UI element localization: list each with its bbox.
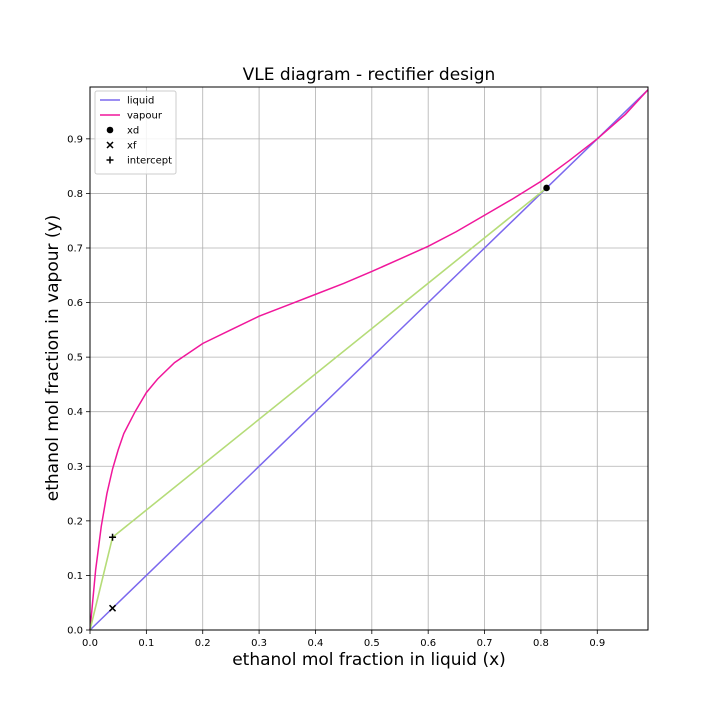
- x-axis-label: ethanol mol fraction in liquid (x): [232, 650, 506, 670]
- x-tick-label: 0.0: [82, 638, 98, 649]
- x-tick-label: 0.9: [589, 638, 605, 649]
- y-tick-label: 0.5: [67, 353, 83, 364]
- legend-label: liquid: [127, 96, 154, 107]
- series-line-liquid: [89, 89, 649, 631]
- x-tick-label: 0.2: [195, 638, 211, 649]
- x-tick-label: 0.4: [308, 638, 324, 649]
- y-tick-label: 0.7: [67, 243, 83, 254]
- legend-marker-swatch: [106, 126, 114, 134]
- point-xf: [109, 604, 117, 612]
- point-intercept: [109, 533, 117, 541]
- legend-marker-swatch-stroke: [106, 141, 114, 149]
- legend-entry-xf: xf: [106, 141, 137, 152]
- x-tick-label: 0.6: [420, 638, 436, 649]
- chart-title: VLE diagram - rectifier design: [243, 65, 496, 85]
- legend-label: intercept: [127, 156, 172, 167]
- legend-entry-liquid: liquid: [100, 96, 154, 107]
- point-xf-stroke: [109, 604, 117, 612]
- y-tick-label: 0.8: [67, 189, 83, 200]
- y-axis-label: ethanol mol fraction in vapour (y): [43, 215, 63, 501]
- point-xd: [543, 184, 550, 192]
- plot-frame: [89, 86, 649, 631]
- grid-lines: [90, 87, 648, 630]
- legend-label: vapour: [127, 111, 163, 122]
- legend-marker-swatch: [106, 156, 114, 164]
- legend-label: xd: [127, 126, 139, 137]
- y-tick-label: 0.3: [67, 462, 83, 473]
- x-tick-label: 0.5: [364, 638, 380, 649]
- legend-entry-intercept: intercept: [106, 156, 172, 167]
- x-tick-label: 0.8: [533, 638, 549, 649]
- legend-box: [94, 90, 177, 175]
- y-tick-label: 0.2: [67, 516, 83, 527]
- series-line-vapour: [89, 89, 649, 631]
- legend-entry-xd: xd: [106, 126, 139, 137]
- x-tick-label: 0.3: [251, 638, 267, 649]
- series-layer: [89, 89, 649, 631]
- legend: liquid vapour xd xf intercept: [94, 90, 177, 175]
- operating-line-1: [89, 537, 114, 631]
- operating-line-2: [112, 187, 548, 538]
- axis-ticks: 0.0 0.1 0.2 0.3 0.4 0.5 0.6 0.7 0.8 0.9 0.0 0.1 0.2 0…: [67, 134, 605, 649]
- y-tick-label: 0.6: [67, 298, 83, 309]
- y-tick-label: 0.4: [67, 407, 83, 418]
- legend-label: xf: [127, 141, 137, 152]
- y-tick-label: 0.9: [67, 134, 83, 145]
- legend-entry-vapour: vapour: [100, 111, 163, 122]
- y-tick-label: 0.0: [67, 626, 83, 637]
- y-tick-label: 0.1: [67, 571, 83, 582]
- x-tick-label: 0.7: [477, 638, 493, 649]
- x-tick-label: 0.1: [138, 638, 154, 649]
- legend-marker-swatch: [106, 141, 114, 149]
